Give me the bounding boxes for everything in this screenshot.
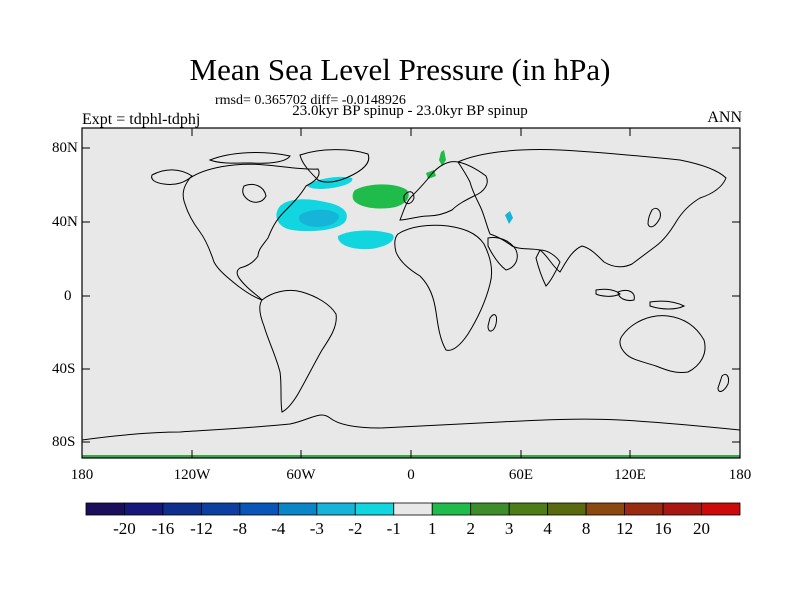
africa-coast: [394, 224, 493, 351]
season-label: ANN: [707, 109, 742, 126]
colorbar-cell: [508, 502, 549, 516]
colorbar-label: 12: [616, 519, 634, 538]
latitude-tick-marks: [82, 147, 740, 443]
colorbar-cell: [431, 502, 472, 516]
lat-label-80n: 80N: [52, 140, 78, 156]
lon-label-120e: 120E: [614, 467, 646, 483]
lat-label-40n: 40N: [52, 214, 78, 230]
map-background: [82, 128, 740, 458]
colorbar-cell: [470, 502, 510, 516]
hudson-bay-coast: [242, 183, 267, 203]
colorbar-cell: [85, 502, 125, 516]
colorbar-label: 1: [427, 519, 437, 538]
longitude-tick-marks: [81, 128, 631, 458]
experiment-label: Expt = tdphl-tdphj: [82, 111, 201, 128]
colorbar-label: -3: [309, 519, 324, 538]
south-america-coast: [259, 289, 337, 413]
arctic-positive-patch: [439, 150, 446, 166]
new-zealand-coast: [717, 373, 729, 392]
colorbar-label: 3: [504, 519, 514, 538]
alaska-coast: [151, 169, 193, 185]
map-title: Mean Sea Level Pressure (in hPa): [189, 52, 611, 87]
colorbar-cell: [162, 502, 202, 516]
north-america-coast: [182, 163, 320, 301]
colorbar-cell: [277, 502, 318, 516]
colorbar-label: 16: [654, 519, 672, 538]
lon-label-0: 0: [407, 467, 415, 483]
north-atlantic-positive-anomaly: [352, 184, 409, 209]
north-atlantic-core-anomaly: [298, 209, 339, 227]
lon-label-120w: 120W: [173, 467, 211, 483]
colorbar-label: 20: [693, 519, 711, 538]
colorbar-cell: [124, 502, 164, 516]
japan-coast: [647, 207, 661, 228]
colorbar-label: -4: [271, 519, 286, 538]
colorbar-label: 8: [581, 519, 591, 538]
europe-coast: [399, 161, 488, 221]
coastlines: [82, 149, 740, 441]
lon-label-180w: 180: [70, 467, 94, 483]
caspian-negative-patch: [505, 211, 513, 224]
lon-label-60e: 60E: [508, 467, 534, 483]
colorbar-label: 4: [543, 519, 552, 538]
colorbar-label: -12: [190, 519, 213, 538]
colorbar: [85, 502, 741, 516]
new-guinea-coast: [649, 300, 686, 310]
colorbar-cell: [701, 502, 741, 516]
colorbar-label: -1: [386, 519, 401, 538]
asia-coast: [457, 149, 727, 273]
colorbar-label: -20: [113, 519, 136, 538]
colorbar-label: -2: [348, 519, 363, 538]
stats-line: rmsd= 0.365702 diff= -0.0148926: [215, 93, 406, 108]
anomaly-fields: [82, 150, 740, 458]
colorbar-label: 2: [466, 519, 475, 538]
lat-label-0: 0: [64, 288, 72, 304]
lon-label-60w: 60W: [286, 467, 316, 483]
colorbar-cell: [354, 502, 395, 516]
colorbar-cell: [393, 502, 433, 516]
colorbar-cell: [585, 502, 625, 516]
madagascar-coast: [487, 314, 497, 332]
colorbar-cell: [624, 502, 664, 516]
india-coast: [535, 249, 561, 287]
borneo-coast: [617, 289, 635, 301]
arctic-archipelago-coast: [208, 152, 291, 164]
colorbar-cell: [662, 502, 702, 516]
colorbar-label: -16: [151, 519, 175, 538]
british-isles-coast: [403, 191, 415, 205]
colorbar-cell: [316, 502, 356, 516]
lat-label-40s: 40S: [52, 361, 76, 377]
australia-coast: [619, 315, 706, 373]
antarctica-coast: [82, 414, 740, 441]
lon-label-180e: 180: [728, 467, 752, 483]
sumatra-coast: [595, 288, 621, 297]
colorbar-label: -8: [232, 519, 247, 538]
subtropical-atlantic-anomaly: [337, 230, 394, 250]
colorbar-cell: [201, 502, 241, 516]
lat-label-80s: 80S: [52, 434, 76, 450]
experiment-subtitle: 23.0kyr BP spinup - 23.0kyr BP spinup: [292, 103, 528, 119]
colorbar-cell: [547, 502, 587, 516]
colorbar-cell: [239, 502, 279, 516]
arabia-coast: [487, 237, 518, 271]
greenland-coast: [299, 149, 370, 183]
